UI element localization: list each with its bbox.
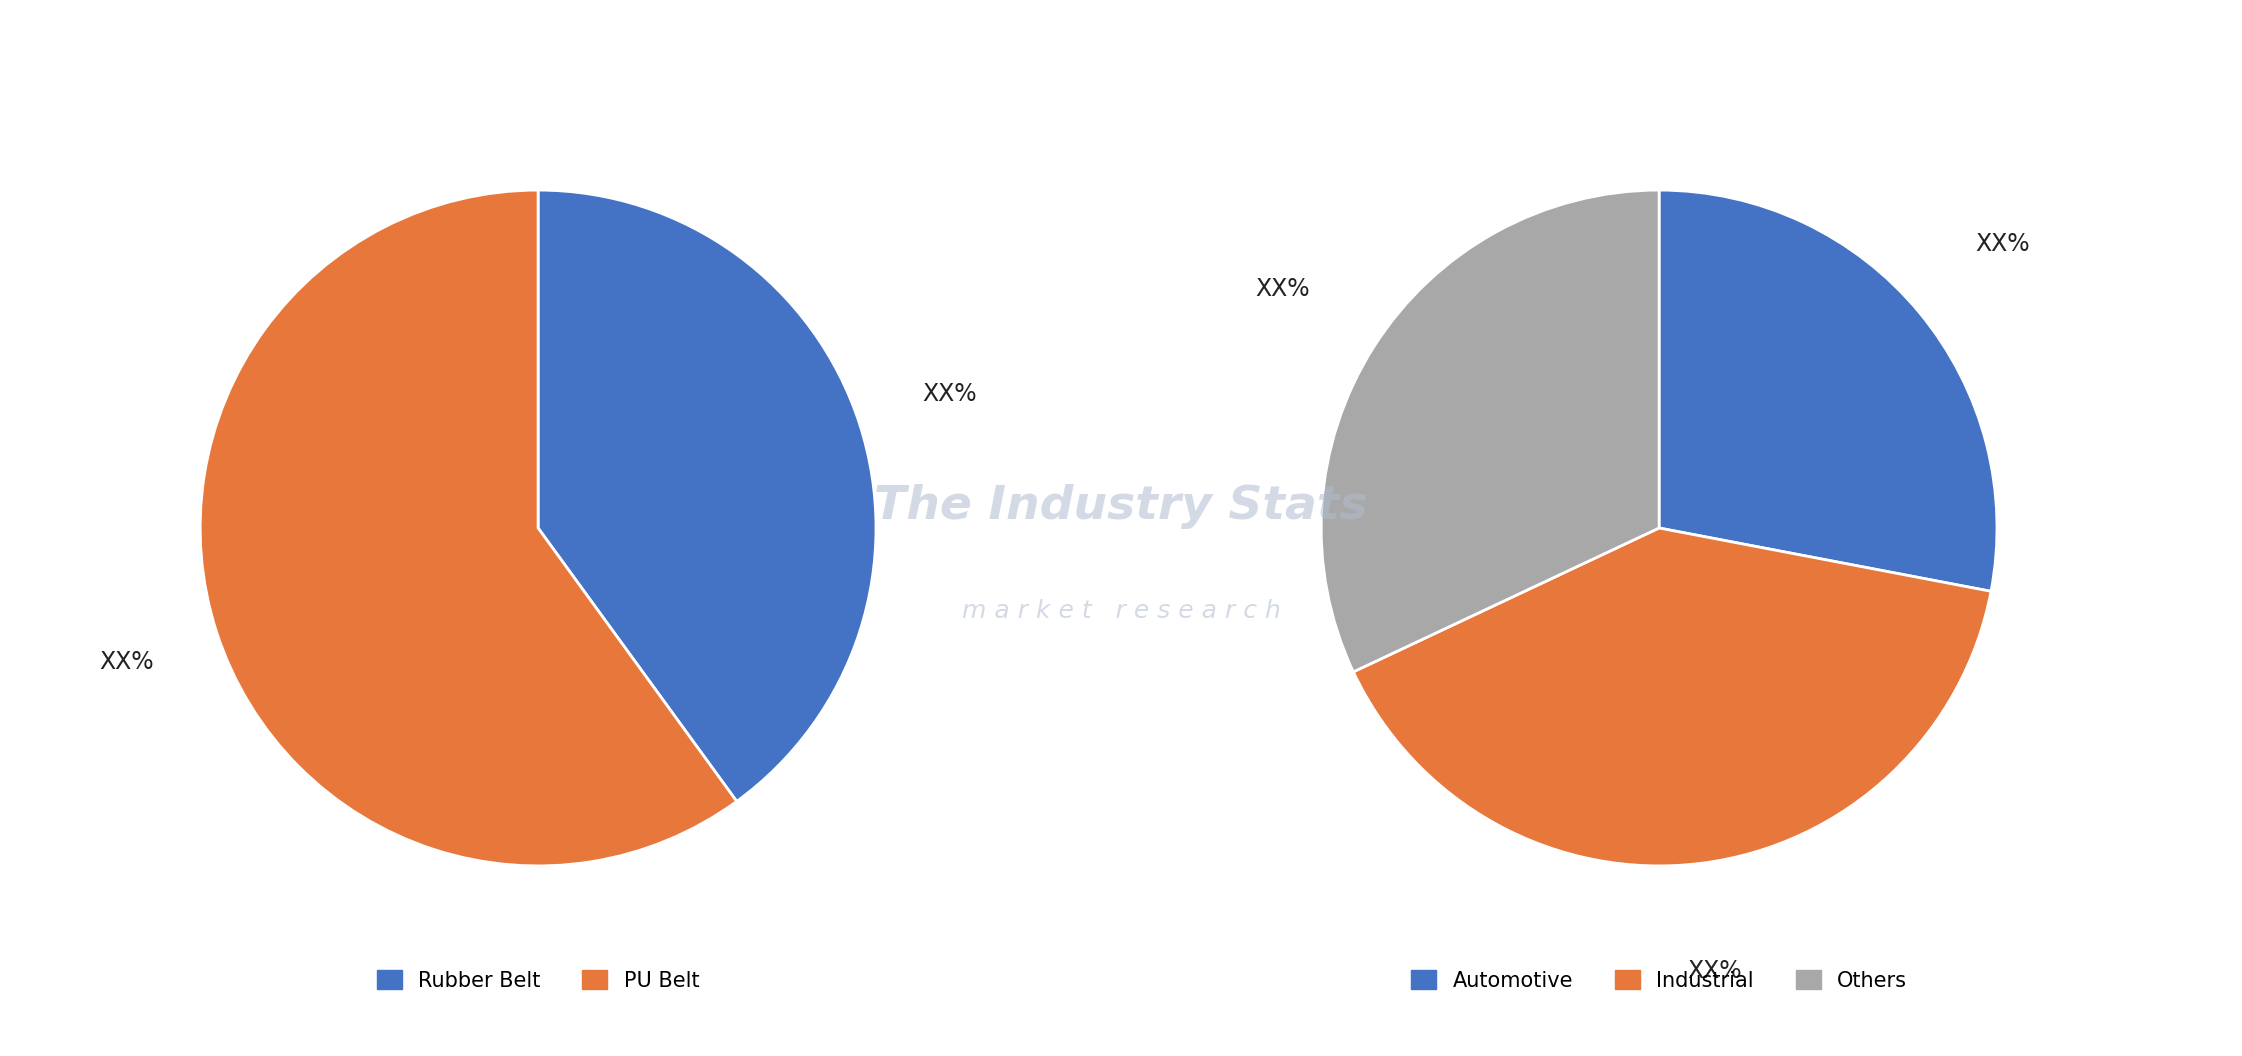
Text: The Industry Stats: The Industry Stats (874, 485, 1368, 529)
Wedge shape (1354, 528, 1991, 866)
Text: XX%: XX% (1688, 959, 1742, 982)
Text: XX%: XX% (99, 649, 155, 674)
Wedge shape (200, 190, 738, 866)
Text: XX%: XX% (1256, 277, 1309, 301)
Text: m a r k e t   r e s e a r c h: m a r k e t r e s e a r c h (962, 600, 1280, 623)
Text: Source: Theindustrystats Analysis: Source: Theindustrystats Analysis (22, 1012, 368, 1030)
Wedge shape (1321, 190, 1659, 672)
Wedge shape (1659, 190, 1998, 591)
Text: Email: sales@theindustrystats.com: Email: sales@theindustrystats.com (720, 1012, 1074, 1030)
Text: Website: www.theindustrystats.com: Website: www.theindustrystats.com (1655, 1012, 2022, 1030)
Wedge shape (538, 190, 877, 802)
Legend: Rubber Belt, PU Belt: Rubber Belt, PU Belt (368, 962, 708, 999)
Text: XX%: XX% (921, 382, 978, 407)
Text: Fig. Global Timing Belt Market Share by Product Types & Application: Fig. Global Timing Belt Market Share by … (27, 43, 1206, 73)
Text: XX%: XX% (1975, 231, 2029, 256)
Legend: Automotive, Industrial, Others: Automotive, Industrial, Others (1403, 962, 1915, 999)
